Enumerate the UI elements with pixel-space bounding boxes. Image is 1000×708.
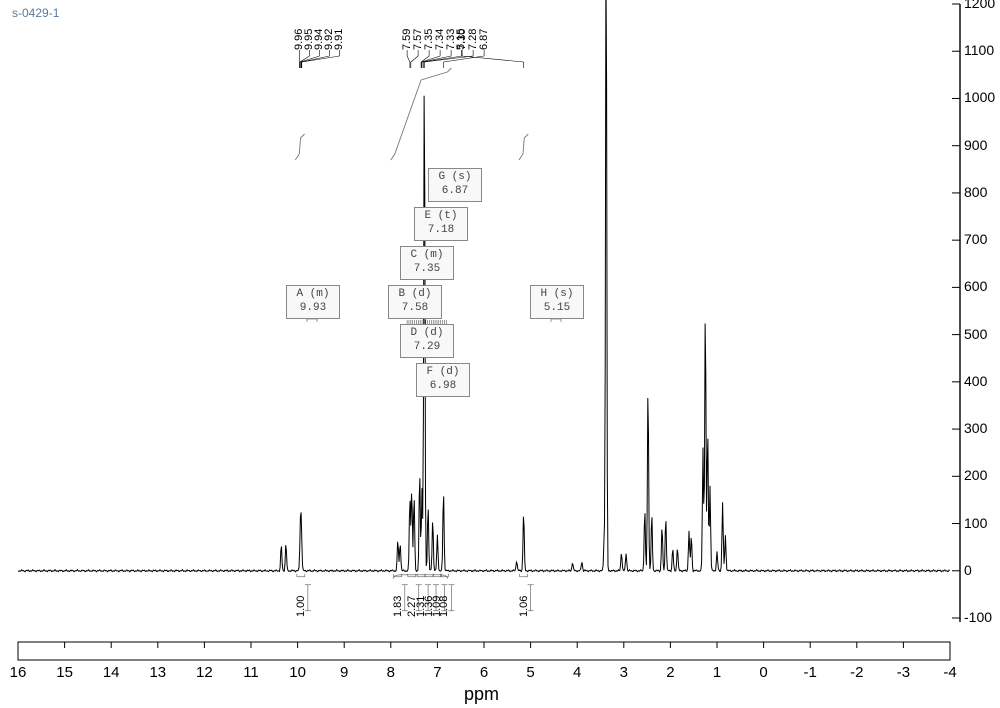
peak-box-F: F (d)6.98 (416, 363, 470, 397)
peak-box-H: H (s)5.15 (530, 285, 584, 319)
nmr-spectrum-figure: s-0429-1 161514131211109876543210-1-2-3-… (0, 0, 1000, 708)
peak-box-E: E (t)7.18 (414, 207, 468, 241)
peak-box-B: B (d)7.58 (388, 285, 442, 319)
peak-box-G: G (s)6.87 (428, 168, 482, 202)
peak-box-C: C (m)7.35 (400, 246, 454, 280)
peak-box-D: D (d)7.29 (400, 324, 454, 358)
overlay-layer: 161514131211109876543210-1-2-3-4ppm12001… (0, 0, 1000, 708)
peak-box-A: A (m)9.93 (286, 285, 340, 319)
